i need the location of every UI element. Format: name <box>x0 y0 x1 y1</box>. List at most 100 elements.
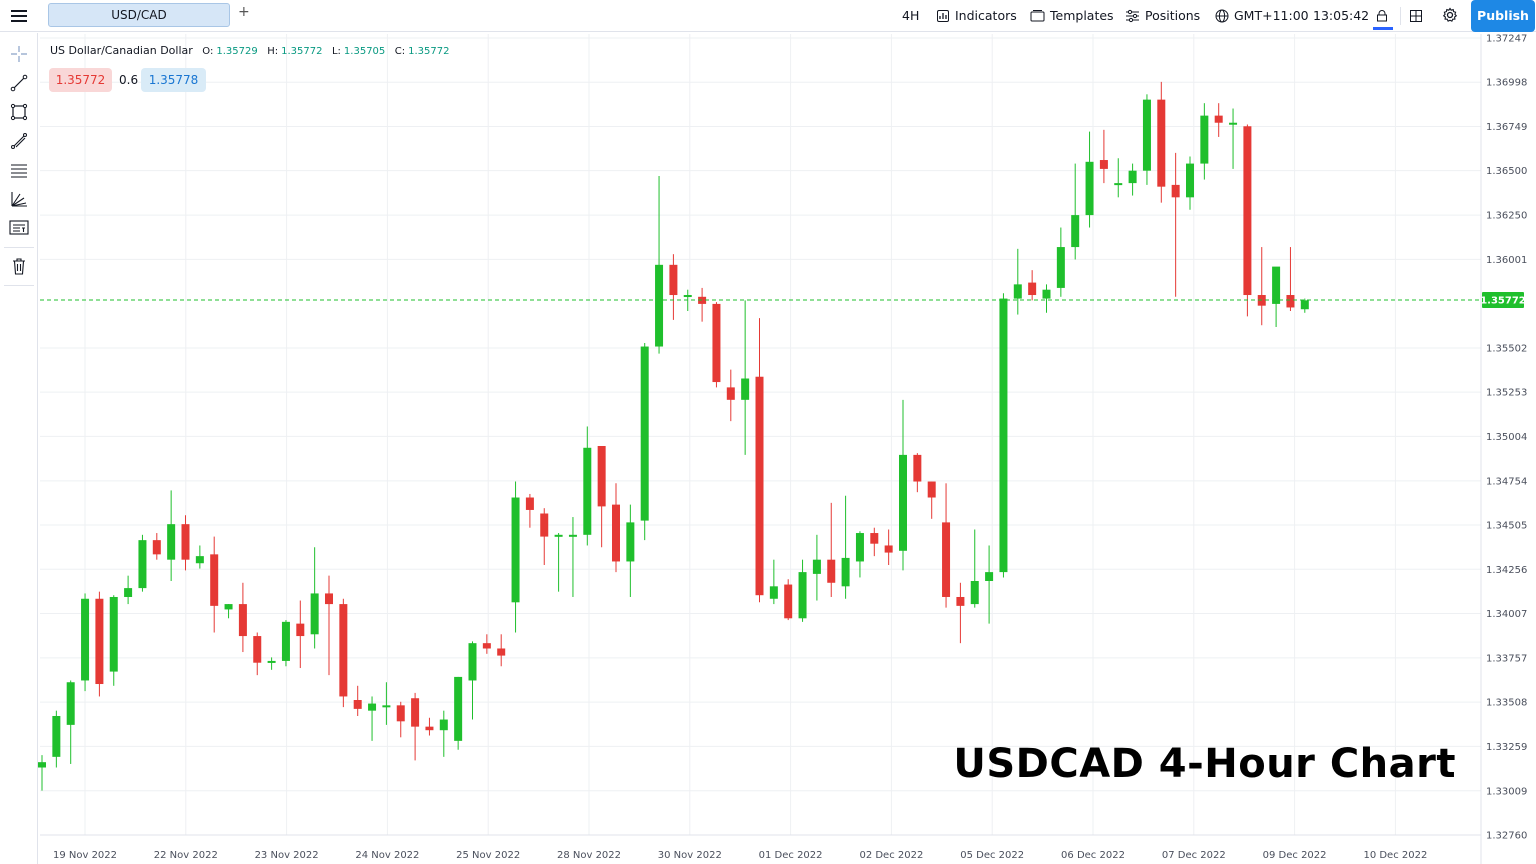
candle-body <box>827 559 836 583</box>
high-value: 1.35772 <box>281 46 323 57</box>
lock-icon[interactable] <box>1376 0 1393 32</box>
timezone-button[interactable]: GMT+11:00 <box>1215 0 1309 32</box>
trend-line-icon[interactable] <box>8 72 30 94</box>
time-tick-label: 30 Nov 2022 <box>658 850 722 861</box>
positions-label: Positions <box>1145 8 1201 23</box>
candle-body <box>109 596 118 672</box>
interval-button[interactable]: 4H <box>902 8 920 23</box>
candle-body <box>1128 170 1137 184</box>
price-tick-label: 1.35502 <box>1486 343 1527 354</box>
candle-body <box>669 264 678 296</box>
candle-body <box>454 676 463 741</box>
candle-body <box>482 643 491 649</box>
candle-body <box>66 682 75 725</box>
candle-body <box>999 298 1008 573</box>
settings-gear-icon[interactable] <box>1442 0 1463 32</box>
candle-body <box>626 522 635 562</box>
candle-body <box>741 378 750 400</box>
spread-value: 0.6 <box>119 73 139 87</box>
symbol-tab[interactable]: USD/CAD <box>48 3 230 27</box>
candle-body <box>812 559 821 574</box>
fib-retracement-icon[interactable] <box>8 159 30 181</box>
buy-price-button[interactable]: 1.35778 <box>141 68 206 92</box>
indicators-button[interactable]: Indicators <box>936 0 1017 32</box>
price-tick-label: 1.34754 <box>1486 476 1527 487</box>
globe-icon <box>1215 9 1229 23</box>
candle-body <box>870 533 879 544</box>
chart-overlay-title: USDCAD 4-Hour Chart <box>953 741 1456 787</box>
candle-body <box>597 446 606 507</box>
candle-body <box>1214 115 1223 123</box>
candle-body <box>1300 300 1309 310</box>
templates-icon <box>1030 10 1045 22</box>
indicators-icon <box>937 10 949 22</box>
candle-body <box>956 596 965 606</box>
candle-body <box>970 580 979 605</box>
candle-body <box>224 604 233 610</box>
candle-body <box>339 604 348 697</box>
candle-body <box>1272 266 1281 304</box>
candle-body <box>1171 184 1180 198</box>
candle-body <box>439 719 448 731</box>
price-tick-label: 1.36250 <box>1486 211 1527 222</box>
symbol-name: US Dollar/Canadian Dollar <box>50 44 193 57</box>
hamburger-menu-icon[interactable] <box>8 6 30 26</box>
time-tick-label: 23 Nov 2022 <box>255 850 319 861</box>
time-tick-label: 01 Dec 2022 <box>759 850 823 861</box>
candle-body <box>683 295 692 298</box>
price-tick-label: 1.36001 <box>1486 255 1527 266</box>
timezone-label: GMT+11:00 <box>1234 8 1309 23</box>
publish-button[interactable]: Publish <box>1471 0 1535 32</box>
trash-icon[interactable] <box>8 255 30 277</box>
candle-body <box>81 598 90 681</box>
add-tab-button[interactable]: + <box>238 4 250 20</box>
brush-icon[interactable] <box>8 130 30 152</box>
symbol-legend: US Dollar/Canadian Dollar O: 1.35729 H: 1.… <box>50 44 450 57</box>
candle-body <box>396 705 405 722</box>
candle-body <box>52 715 61 757</box>
price-tick-label: 1.35253 <box>1486 388 1527 399</box>
rectangle-icon[interactable] <box>8 101 30 123</box>
price-tick-label: 1.36500 <box>1486 166 1527 177</box>
candle-body <box>1099 160 1108 169</box>
candle-body <box>195 556 204 564</box>
time-tick-label: 10 Dec 2022 <box>1363 850 1427 861</box>
crosshair-icon[interactable] <box>8 43 30 65</box>
time-tick-label: 09 Dec 2022 <box>1263 850 1327 861</box>
open-value: 1.35729 <box>216 46 258 57</box>
price-tick-label: 1.37247 <box>1486 34 1527 45</box>
candle-body <box>238 604 247 637</box>
price-tick-label: 1.33757 <box>1486 653 1527 664</box>
price-tick-label: 1.34007 <box>1486 609 1527 620</box>
candle-body <box>382 705 391 708</box>
current-price-label: 1.35772 <box>1480 295 1526 306</box>
toolbar-divider <box>1400 7 1401 25</box>
indicators-label: Indicators <box>955 8 1017 23</box>
layout-grid-icon[interactable] <box>1409 0 1428 32</box>
open-label: O: <box>202 46 214 57</box>
candle-body <box>281 621 290 661</box>
templates-button[interactable]: Templates <box>1030 0 1114 32</box>
time-tick-label: 05 Dec 2022 <box>960 850 1024 861</box>
time-tick-label: 28 Nov 2022 <box>557 850 621 861</box>
candle-body <box>1114 183 1123 186</box>
text-note-icon[interactable] <box>8 217 30 239</box>
candle-body <box>95 598 104 685</box>
candle-body <box>540 513 549 537</box>
candle-body <box>1243 126 1252 296</box>
positions-button[interactable]: Positions <box>1125 0 1200 32</box>
candle-body <box>1200 115 1209 164</box>
sell-price-button[interactable]: 1.35772 <box>49 68 112 92</box>
time-tick-label: 19 Nov 2022 <box>53 850 117 861</box>
candle-body <box>1042 289 1051 299</box>
pitchfork-icon[interactable] <box>8 188 30 210</box>
candle-body <box>612 504 620 562</box>
time-tick-label: 06 Dec 2022 <box>1061 850 1125 861</box>
candle-body <box>1286 295 1295 308</box>
candle-body <box>38 762 46 768</box>
candle-body <box>1071 215 1080 248</box>
candle-body <box>927 481 936 498</box>
toolbar-divider <box>4 247 34 248</box>
positions-icon <box>1126 9 1139 23</box>
